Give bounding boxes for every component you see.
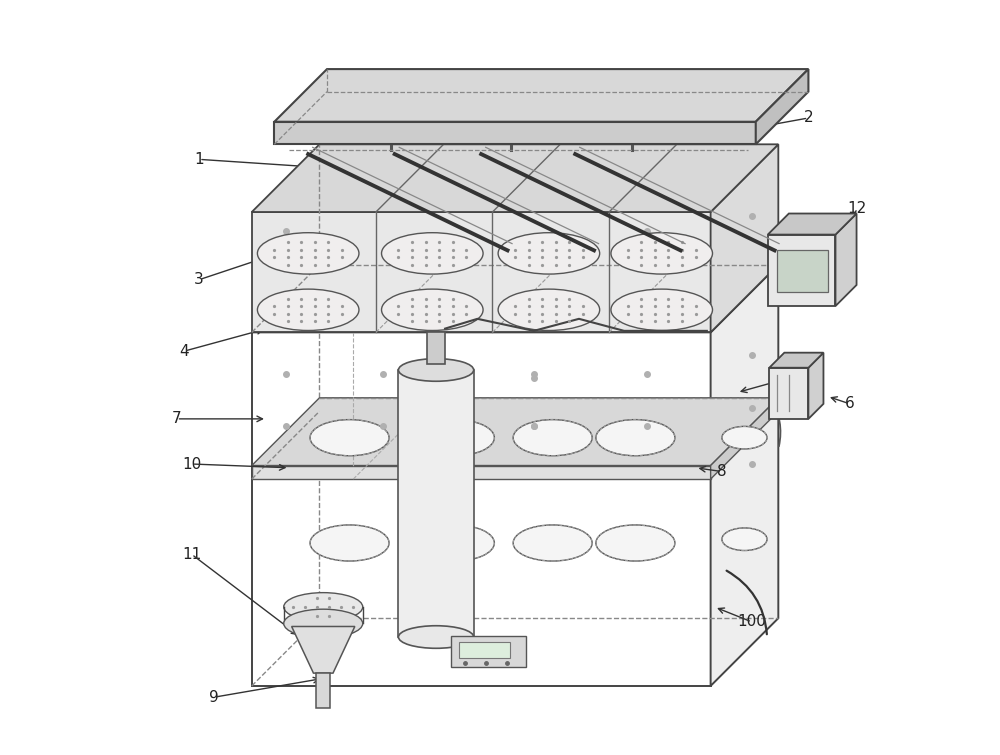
Ellipse shape [257,289,359,331]
Polygon shape [252,144,778,212]
Ellipse shape [611,233,713,274]
Polygon shape [252,212,711,332]
Bar [777,250,828,292]
Polygon shape [711,144,778,332]
Ellipse shape [415,525,494,561]
Polygon shape [769,368,808,419]
Text: 100: 100 [738,615,766,630]
Ellipse shape [382,289,483,331]
Text: 12: 12 [848,201,867,216]
Polygon shape [252,466,711,479]
Text: 9: 9 [209,690,219,704]
Text: 4: 4 [179,344,189,359]
Ellipse shape [415,420,494,456]
Text: 2: 2 [804,110,813,125]
Polygon shape [756,69,808,144]
Polygon shape [398,370,474,637]
Polygon shape [835,214,857,306]
Ellipse shape [284,593,363,621]
Polygon shape [274,69,808,122]
Ellipse shape [513,525,592,561]
Text: 6: 6 [845,396,855,411]
Ellipse shape [257,233,359,274]
Polygon shape [768,235,835,306]
Polygon shape [768,214,857,235]
Ellipse shape [611,289,713,331]
Polygon shape [711,265,778,686]
Text: 11: 11 [182,547,201,562]
Polygon shape [292,627,355,673]
Ellipse shape [596,420,675,456]
Text: 8: 8 [717,464,727,479]
Ellipse shape [498,289,600,331]
Ellipse shape [382,233,483,274]
Ellipse shape [596,525,675,561]
Polygon shape [252,265,778,332]
Polygon shape [252,332,711,686]
Polygon shape [711,398,778,479]
Ellipse shape [722,528,767,550]
Ellipse shape [398,626,474,649]
Ellipse shape [722,427,767,449]
Text: 7: 7 [172,411,181,427]
Polygon shape [769,353,823,368]
Bar [451,636,526,667]
Polygon shape [252,398,778,466]
Text: 3: 3 [194,273,204,287]
Ellipse shape [284,609,363,638]
Text: 1: 1 [194,152,204,167]
Polygon shape [808,353,823,419]
Text: 10: 10 [182,457,201,472]
Text: 16: 16 [795,366,814,381]
Bar [427,332,445,364]
Polygon shape [274,122,756,144]
Bar [459,642,510,658]
Ellipse shape [398,359,474,381]
Ellipse shape [310,525,389,561]
Text: 5: 5 [593,178,603,193]
Bar [316,673,330,708]
Ellipse shape [310,420,389,456]
Ellipse shape [513,420,592,456]
Ellipse shape [498,233,600,274]
